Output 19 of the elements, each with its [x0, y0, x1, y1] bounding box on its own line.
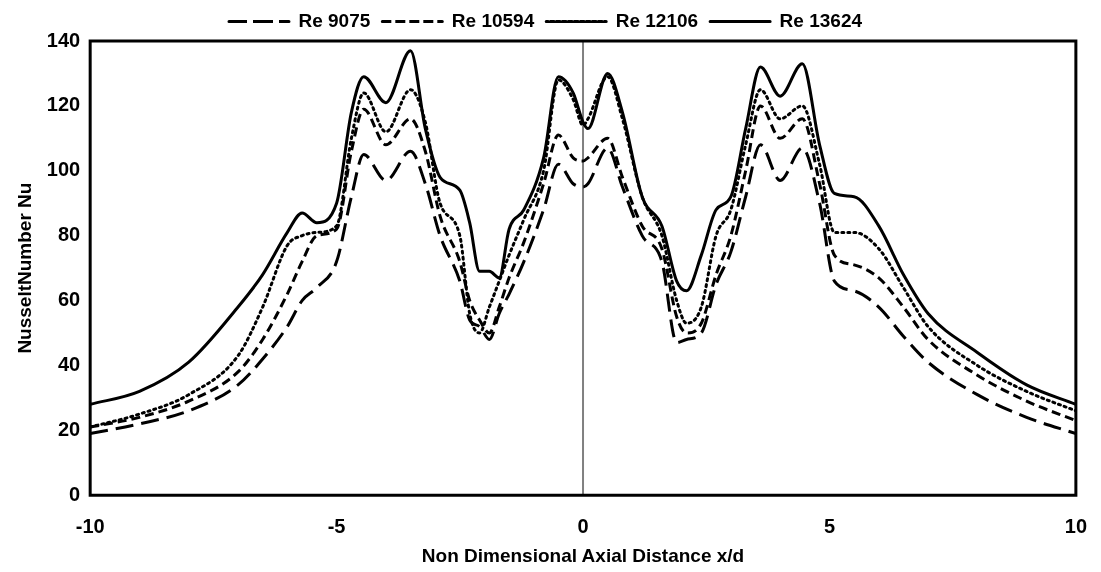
- x-axis-title: Non Dimensional Axial Distance x/d: [421, 544, 745, 566]
- y-tick-label: 100: [46, 158, 81, 181]
- legend-label: Re 13624: [779, 9, 863, 31]
- y-tick-label: 140: [46, 28, 81, 51]
- y-axis-title: NusseltNumber Nu: [13, 182, 35, 354]
- y-tick-label: 60: [57, 288, 81, 311]
- x-tick-label: 10: [1064, 514, 1087, 537]
- y-tick-label: 120: [46, 93, 81, 116]
- y-tick-label: 0: [69, 482, 81, 505]
- y-tick-label: 20: [57, 417, 81, 440]
- x-tick-label: -10: [75, 514, 105, 537]
- x-tick-label: 5: [823, 514, 836, 537]
- legend-label: Re 12106: [615, 9, 699, 31]
- x-tick-label: -5: [327, 514, 346, 537]
- legend-label: Re 10594: [451, 9, 535, 31]
- y-tick-label: 40: [57, 352, 81, 375]
- y-tick-label: 80: [57, 223, 81, 246]
- legend-label: Re 9075: [298, 9, 371, 31]
- x-tick-label: 0: [577, 514, 589, 537]
